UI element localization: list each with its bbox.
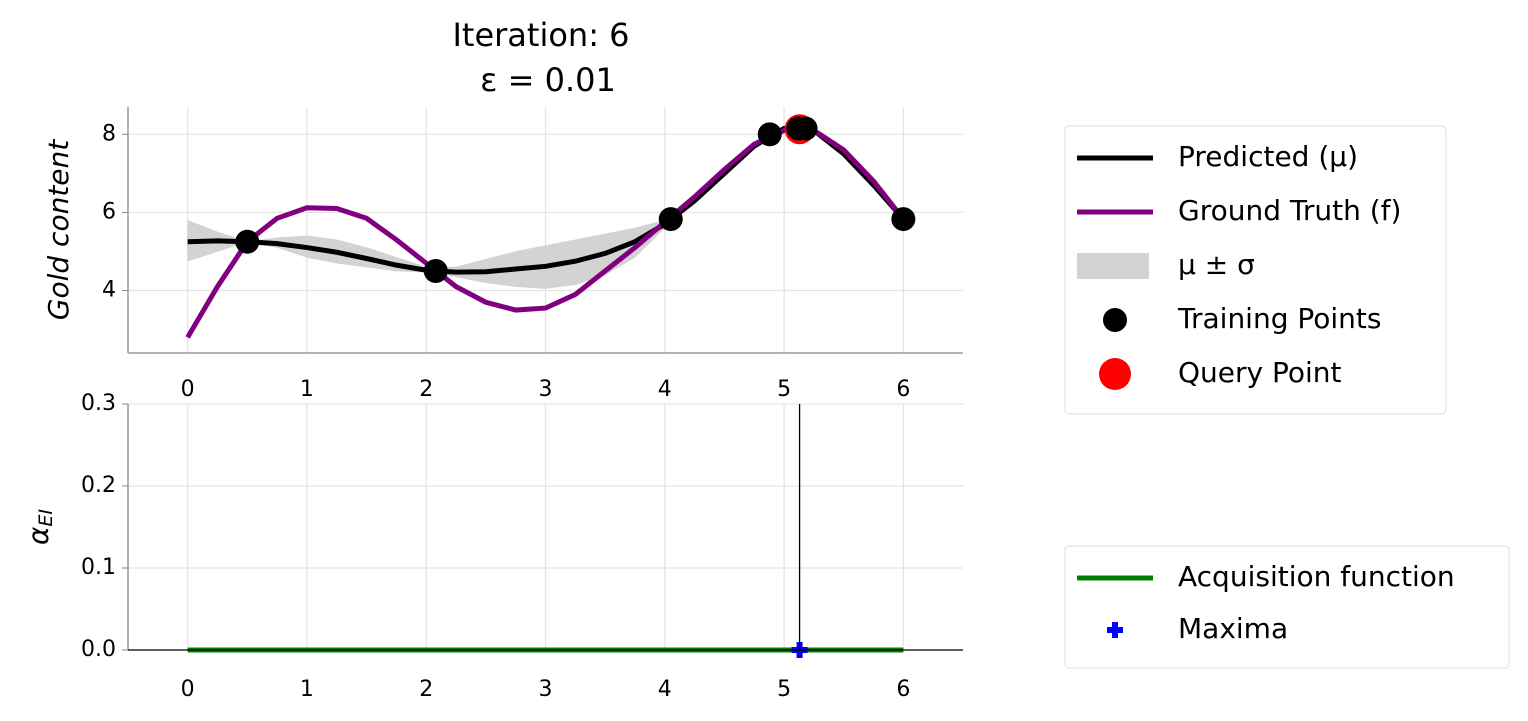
point — [757, 122, 782, 147]
legend-label: Training Points — [1177, 302, 1382, 335]
point — [423, 259, 448, 283]
x-tick-label: 1 — [300, 377, 314, 402]
x-tick-label: 6 — [896, 377, 910, 402]
x-tick-label: 4 — [658, 377, 672, 402]
x-tick-label: 4 — [658, 677, 672, 702]
x-tick-label: 3 — [539, 377, 553, 402]
y-axis-label: Gold content — [42, 139, 75, 321]
y-tick-label: 0.1 — [81, 555, 116, 580]
point — [891, 207, 916, 232]
y-axis-label-main: α — [22, 526, 55, 545]
y-tick-label: 0.0 — [81, 637, 116, 662]
x-tick-label: 2 — [419, 377, 433, 402]
x-tick-label: 5 — [777, 377, 791, 402]
legend-label: μ ± σ — [1178, 248, 1255, 281]
legend-box — [1064, 545, 1510, 669]
point — [235, 229, 260, 254]
x-tick-label: 5 — [777, 677, 791, 702]
y-tick-label: 6 — [102, 199, 116, 224]
x-tick-label: 1 — [300, 677, 314, 702]
legend-label: Query Point — [1178, 356, 1342, 389]
legend-box — [1064, 125, 1447, 415]
y-axis-label-sub: EI — [35, 509, 57, 527]
legend-label: Predicted (μ) — [1178, 140, 1358, 173]
y-tick-label: 8 — [102, 121, 116, 146]
point — [658, 207, 683, 232]
chart-subtitle: ε = 0.01 — [480, 61, 616, 99]
y-axis-label: αEI — [22, 509, 57, 545]
legend-label: Ground Truth (f) — [1178, 194, 1401, 227]
y-tick-label: 0.3 — [81, 391, 116, 416]
point — [793, 116, 818, 141]
y-tick-label: 4 — [102, 278, 116, 303]
legend-marker — [1107, 622, 1123, 638]
legend-marker — [1099, 358, 1131, 390]
chart-title: Iteration: 6 — [452, 16, 629, 54]
legend-marker — [1103, 308, 1127, 332]
line — [185, 127, 906, 339]
x-tick-label: 0 — [181, 677, 195, 702]
x-tick-label: 2 — [419, 677, 433, 702]
legend: Acquisition function Maxima — [1064, 545, 1510, 669]
x-tick-label: 0 — [181, 377, 195, 402]
y-axis-label-main: Gold content — [42, 139, 75, 321]
legend: Predicted (μ) Ground Truth (f) μ ± σ Traini… — [1064, 125, 1447, 415]
x-tick-label: 3 — [539, 677, 553, 702]
legend-patch — [1077, 253, 1149, 279]
x-tick-label: 6 — [896, 677, 910, 702]
y-tick-label: 0.2 — [81, 473, 116, 498]
legend-label: Acquisition function — [1178, 560, 1455, 593]
legend-label: Maxima — [1178, 612, 1288, 645]
